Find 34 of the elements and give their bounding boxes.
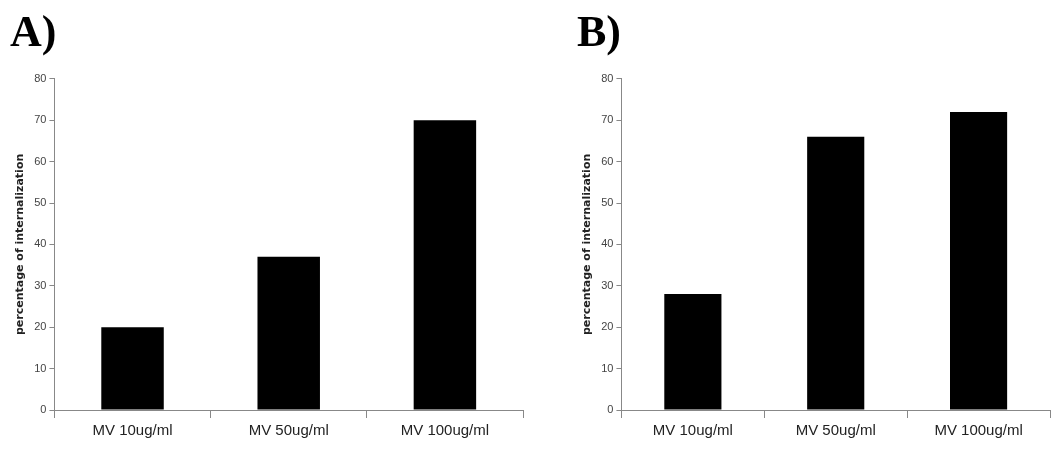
bar	[413, 120, 477, 410]
y-tick-label: 60	[34, 154, 47, 167]
y-tick-label: 70	[601, 113, 614, 126]
bar	[257, 256, 320, 410]
y-tick-label: 80	[601, 71, 614, 84]
y-tick-label: 0	[607, 403, 614, 416]
y-tick-label: 10	[601, 361, 614, 374]
y-tick-label: 20	[34, 320, 47, 333]
bar	[807, 136, 865, 410]
chart-title: B)	[577, 6, 621, 56]
x-tick-label: MV 50ug/ml	[795, 421, 876, 439]
y-tick-label: 20	[601, 320, 614, 333]
bar	[664, 294, 722, 410]
x-tick-label: MV 10ug/ml	[652, 421, 733, 439]
bar	[101, 327, 164, 410]
y-tick-label: 40	[34, 237, 47, 250]
chart-title: A)	[10, 6, 57, 56]
y-tick-label: 50	[34, 196, 47, 209]
y-tick-label: 10	[34, 361, 47, 374]
bar	[950, 111, 1008, 410]
y-tick-label: 30	[34, 278, 47, 291]
y-tick-label: 80	[34, 71, 47, 84]
y-tick-label: 60	[601, 154, 614, 167]
y-axis-title: percentage of internalization	[13, 153, 27, 336]
y-tick-label: 0	[40, 403, 47, 416]
y-tick-label: 40	[601, 237, 614, 250]
y-tick-label: 70	[34, 113, 47, 126]
x-tick-label: MV 50ug/ml	[248, 421, 329, 439]
y-tick-label: 30	[601, 278, 614, 291]
x-tick-label: MV 10ug/ml	[92, 421, 173, 439]
y-axis-title: percentage of internalization	[580, 153, 594, 336]
y-tick-label: 50	[601, 196, 614, 209]
x-tick-label: MV 100ug/ml	[400, 421, 490, 439]
x-tick-label: MV 100ug/ml	[934, 421, 1023, 439]
